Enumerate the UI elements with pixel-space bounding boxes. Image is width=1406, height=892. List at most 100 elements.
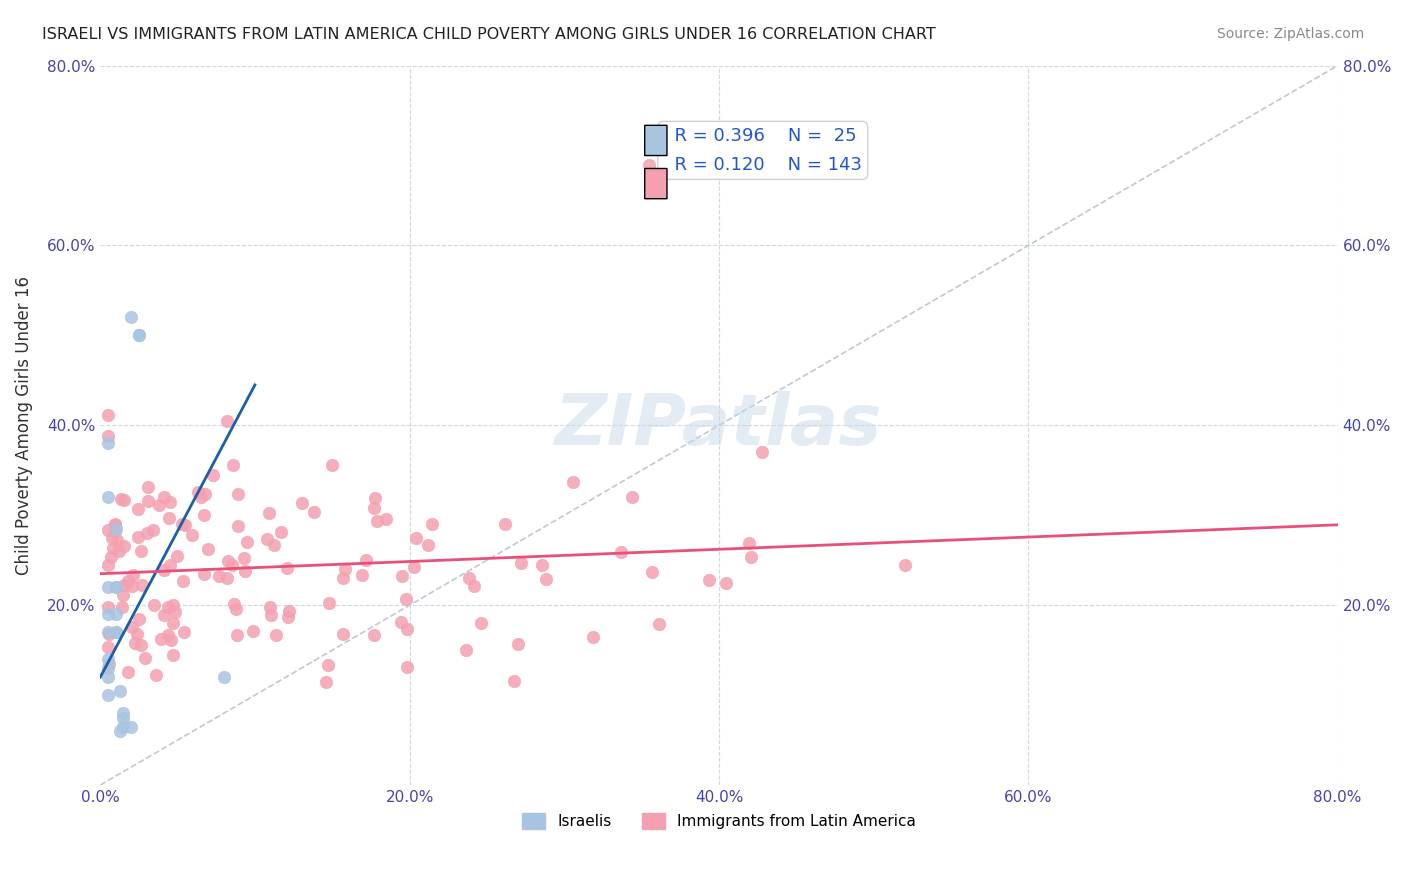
Point — [315, 674, 337, 689]
Point — [97, 558, 120, 573]
Point — [277, 609, 299, 624]
Point — [395, 592, 418, 607]
Point — [97, 436, 120, 450]
Point — [222, 458, 245, 472]
Point — [111, 600, 134, 615]
Point — [159, 558, 181, 572]
Point — [259, 599, 281, 614]
Point — [263, 538, 285, 552]
Point — [193, 567, 215, 582]
Point — [194, 487, 217, 501]
Point — [110, 683, 132, 698]
Point — [260, 608, 283, 623]
Point — [122, 567, 145, 582]
Point — [395, 622, 418, 636]
Point — [117, 665, 139, 680]
Point — [405, 531, 427, 545]
Point — [316, 658, 339, 673]
Point — [470, 616, 492, 631]
Point — [228, 486, 250, 500]
Point — [217, 554, 239, 568]
Point — [97, 627, 120, 641]
Point — [366, 514, 388, 528]
Point — [638, 157, 661, 171]
Point — [110, 724, 132, 739]
Point — [456, 643, 478, 657]
Point — [224, 597, 246, 611]
Point — [217, 415, 239, 429]
Point — [97, 523, 120, 537]
Point — [159, 495, 181, 509]
Point — [226, 519, 249, 533]
Point — [212, 670, 235, 684]
Point — [112, 720, 135, 734]
Point — [121, 620, 143, 634]
Point — [101, 531, 124, 545]
Point — [136, 480, 159, 494]
Point — [104, 524, 127, 539]
Point — [97, 580, 120, 594]
Text: ZIPatlas: ZIPatlas — [555, 391, 883, 460]
Point — [648, 616, 671, 631]
Point — [374, 512, 396, 526]
Point — [127, 530, 149, 544]
Point — [162, 648, 184, 662]
Point — [142, 523, 165, 537]
Point — [97, 607, 120, 622]
Point — [97, 600, 120, 615]
Point — [104, 607, 127, 622]
Point — [156, 627, 179, 641]
Point — [150, 632, 173, 646]
Point — [120, 720, 142, 734]
Point — [157, 511, 180, 525]
Point — [162, 616, 184, 631]
Point — [197, 542, 219, 557]
Point — [174, 518, 197, 533]
Point — [112, 578, 135, 592]
Point — [127, 501, 149, 516]
FancyBboxPatch shape — [645, 169, 666, 199]
Point — [364, 491, 387, 506]
Point — [531, 558, 554, 573]
Point — [112, 588, 135, 602]
Point — [135, 525, 157, 540]
Point — [270, 525, 292, 540]
Point — [131, 544, 153, 558]
Point — [363, 628, 385, 642]
Point — [321, 458, 343, 473]
Point — [233, 551, 256, 566]
Point — [264, 627, 287, 641]
Point — [740, 550, 762, 565]
Point — [332, 627, 354, 641]
Point — [225, 628, 247, 642]
Point — [402, 559, 425, 574]
Point — [104, 625, 127, 640]
Point — [354, 553, 377, 567]
Point — [562, 475, 585, 489]
Legend: Israelis, Immigrants from Latin America: Israelis, Immigrants from Latin America — [516, 806, 922, 835]
Point — [98, 657, 121, 671]
Point — [350, 567, 373, 582]
Point — [509, 556, 531, 570]
Point — [221, 558, 243, 572]
Point — [751, 445, 773, 459]
Point — [128, 328, 150, 343]
Point — [121, 578, 143, 592]
Point — [187, 485, 209, 500]
Point — [110, 492, 132, 507]
Point — [416, 538, 439, 552]
Point — [276, 561, 298, 575]
Point — [128, 612, 150, 626]
Point — [395, 660, 418, 674]
Point — [103, 518, 125, 533]
Point — [641, 565, 664, 579]
Point — [389, 615, 412, 629]
Point — [333, 562, 356, 576]
Point — [225, 602, 247, 616]
Point — [582, 630, 605, 644]
Point — [463, 579, 485, 593]
Point — [215, 571, 238, 585]
Point — [259, 506, 281, 520]
Point — [108, 544, 131, 558]
Point — [256, 532, 278, 546]
